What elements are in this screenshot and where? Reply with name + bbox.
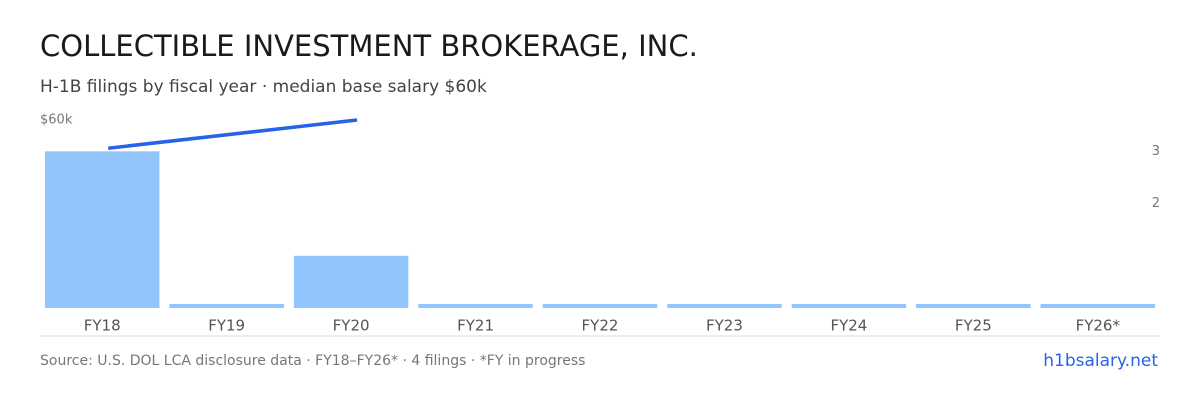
x-tick-label: FY20	[333, 317, 370, 335]
y2-tick-label: 2	[1152, 196, 1160, 211]
x-tick-label: FY19	[208, 317, 245, 335]
brand-link[interactable]: h1bsalary.net	[1043, 351, 1158, 371]
bar	[791, 304, 907, 308]
bar	[418, 304, 533, 308]
x-tick-label: FY26*	[1076, 317, 1121, 335]
x-tick-label: FY18	[84, 317, 121, 335]
bar	[916, 304, 1031, 308]
footer: Source: U.S. DOL LCA disclosure data · F…	[40, 353, 585, 369]
bar	[542, 304, 658, 308]
bar	[1040, 304, 1155, 308]
x-tick-label: FY22	[582, 317, 619, 335]
x-tick-label: FY25	[955, 317, 992, 335]
bar	[45, 151, 160, 308]
bar	[169, 304, 284, 308]
bar	[667, 304, 782, 308]
line	[108, 118, 358, 150]
x-tick-label: FY21	[457, 317, 494, 335]
x-tick-label: FY24	[830, 317, 867, 335]
chart-subtitle: H-1B filings by fiscal year · median bas…	[40, 77, 487, 97]
bar	[293, 255, 409, 308]
y-tick-label: $60k	[40, 113, 73, 128]
chart-title: COLLECTIBLE INVESTMENT BROKERAGE, INC.	[40, 29, 698, 63]
x-tick-label: FY23	[706, 317, 743, 335]
y2-tick-label: 3	[1152, 144, 1160, 159]
